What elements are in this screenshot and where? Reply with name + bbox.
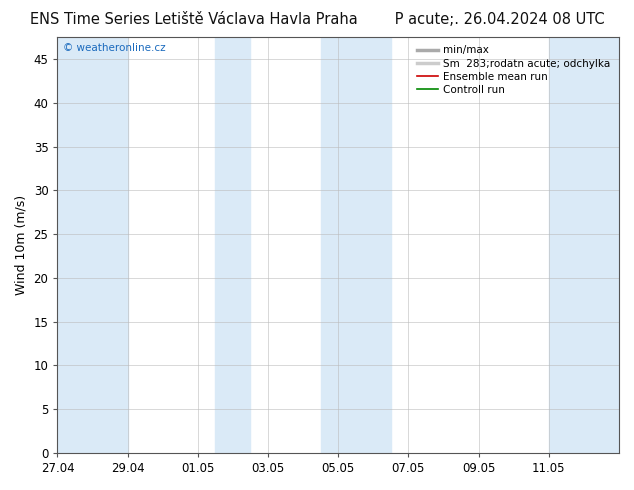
Y-axis label: Wind 10m (m/s): Wind 10m (m/s) xyxy=(15,195,28,295)
Legend: min/max, Sm  283;rodatn acute; odchylka, Ensemble mean run, Controll run: min/max, Sm 283;rodatn acute; odchylka, … xyxy=(414,42,614,98)
Bar xyxy=(216,37,250,453)
Text: © weatheronline.cz: © weatheronline.cz xyxy=(63,43,165,53)
Bar xyxy=(58,37,127,453)
Text: ENS Time Series Letiště Václava Havla Praha        P acute;. 26.04.2024 08 UTC: ENS Time Series Letiště Václava Havla Pr… xyxy=(30,12,604,27)
Bar xyxy=(321,37,391,453)
Bar xyxy=(549,37,619,453)
